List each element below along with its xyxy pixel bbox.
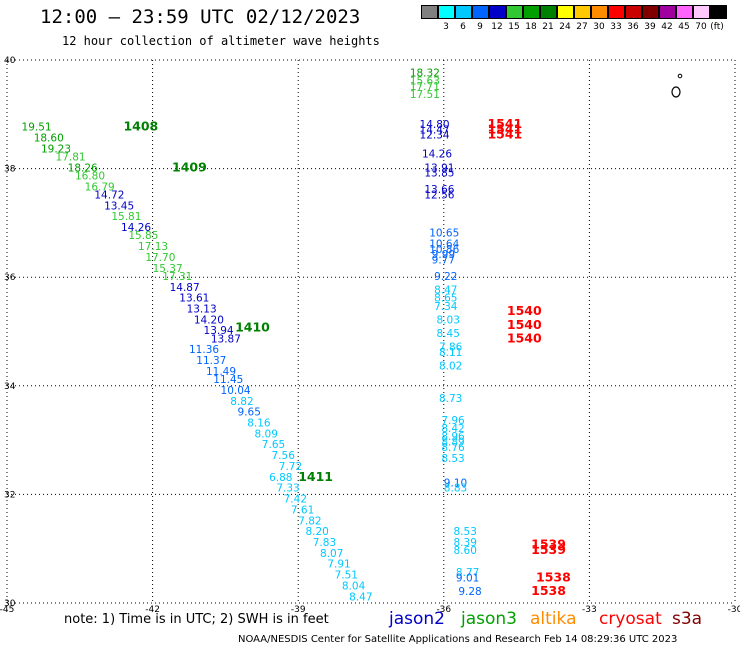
y-tick-label: 36 xyxy=(4,273,16,283)
wave-height-point: 8.60 xyxy=(454,545,477,557)
satellite-altika: altika xyxy=(530,609,577,629)
wave-height-point: 14.26 xyxy=(422,149,452,161)
wave-height-point: 8.53 xyxy=(441,453,464,465)
pass-time-label: 1541 xyxy=(487,127,522,142)
credit-line: NOAA/NESDIS Center for Satellite Applica… xyxy=(238,634,677,645)
axis-ticks: -45 -42 -39 -36 -33 -30403836343230 xyxy=(0,56,740,615)
pass-time-labels: 1408140914101411154115411541154015401540… xyxy=(123,116,570,598)
wave-height-point: 8.03 xyxy=(437,314,460,326)
pass-time-label: 1539 xyxy=(531,542,566,557)
x-tick-label: -30 xyxy=(728,605,740,615)
wave-height-point: 8.45 xyxy=(437,328,460,340)
wave-height-point: 12.34 xyxy=(420,130,450,142)
map-note: note: 1) Time is in UTC; 2) SWH is in fe… xyxy=(64,612,329,627)
map-grid xyxy=(7,60,735,603)
y-tick-label: 32 xyxy=(4,490,15,500)
y-tick-label: 30 xyxy=(4,599,16,609)
y-tick-label: 40 xyxy=(4,56,16,66)
altimeter-map: -45 -42 -39 -36 -33 -30403836343230 19.5118.6… xyxy=(0,0,740,650)
satellite-jason3: jason3 xyxy=(461,609,517,629)
wave-height-point: 17.51 xyxy=(410,89,440,101)
satellite-jason2: jason2 xyxy=(389,609,445,629)
wave-height-point: 8.47 xyxy=(349,591,372,603)
y-tick-label: 34 xyxy=(4,382,16,392)
wave-height-point: 9.01 xyxy=(456,572,479,584)
x-tick-label: -33 xyxy=(582,605,597,615)
y-tick-label: 38 xyxy=(4,165,16,175)
wave-height-point: 8.11 xyxy=(439,347,462,359)
wave-height-point: 9.22 xyxy=(434,271,457,283)
pass-time-label: 1409 xyxy=(172,159,207,174)
pass-time-label: 1408 xyxy=(123,119,158,134)
wave-height-point: 9.77 xyxy=(432,255,455,267)
wave-height-point: 13.85 xyxy=(424,168,454,180)
wave-height-point: 12.56 xyxy=(424,189,454,201)
wave-height-point: 7.34 xyxy=(434,301,458,313)
wave-height-point: 8.83 xyxy=(444,483,467,495)
pass-time-label: 1540 xyxy=(507,330,542,345)
wave-height-point: 8.02 xyxy=(439,361,462,373)
pass-time-label: 1411 xyxy=(298,469,333,484)
island-outline xyxy=(672,74,682,97)
satellite-cryosat: cryosat xyxy=(599,609,662,629)
wave-height-points: 19.5118.6019.2317.8118.2616.8016.7914.72… xyxy=(22,67,482,603)
pass-time-label: 1538 xyxy=(531,583,566,598)
pass-time-label: 1410 xyxy=(235,320,270,335)
wave-height-point: 9.28 xyxy=(458,586,481,598)
satellite-s3a: s3a xyxy=(672,609,702,629)
wave-height-point: 8.73 xyxy=(439,393,462,405)
